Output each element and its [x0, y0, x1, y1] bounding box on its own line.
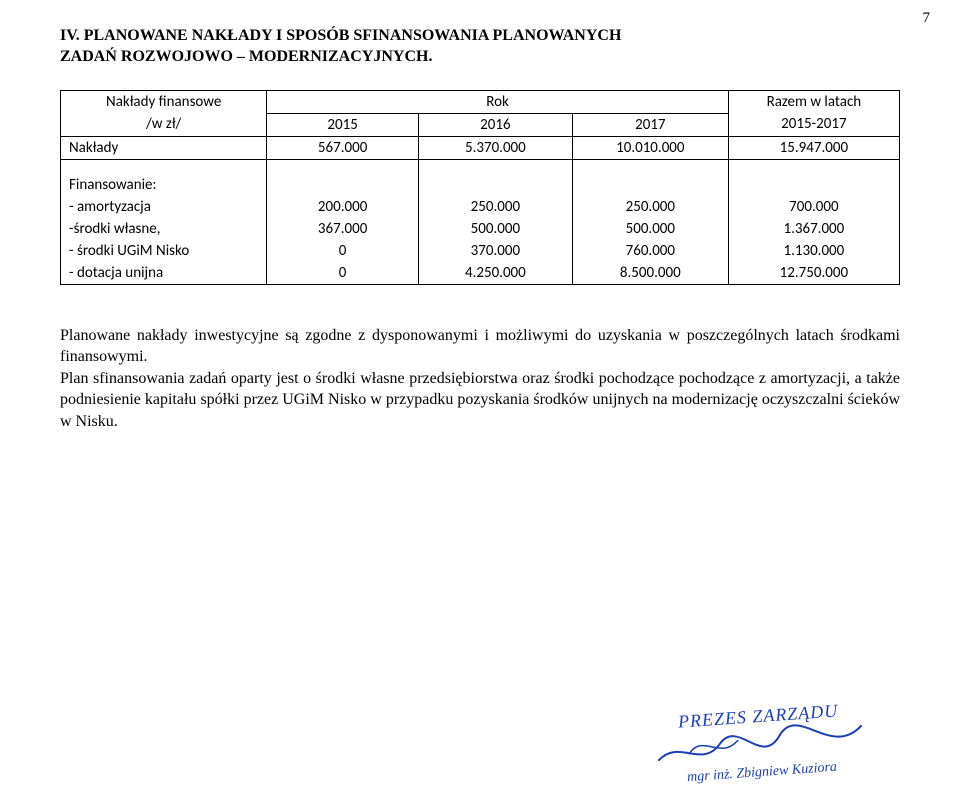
signature-stamp: PREZES ZARZĄDU mgr inż. Zbigniew Kuziora [628, 697, 893, 790]
row-dotacja-2015: 0 [267, 262, 418, 285]
row-ugim-label: - środki UGiM Nisko [61, 240, 267, 262]
page-number: 7 [923, 10, 931, 27]
row-dotacja-sum: 12.750.000 [728, 262, 899, 285]
financial-table: Nakłady finansowe Rok Razem w latach /w … [60, 90, 900, 285]
row-amortyzacja-label: - amortyzacja [61, 196, 267, 218]
row-naklady-sum: 15.947.000 [728, 136, 899, 159]
row-ugim-2016: 370.000 [418, 240, 572, 262]
row-srodki-wlasne-2017: 500.000 [572, 218, 728, 240]
row-amortyzacja-2017: 250.000 [572, 196, 728, 218]
row-naklady-2017: 10.010.000 [572, 136, 728, 159]
row-dotacja-2017: 8.500.000 [572, 262, 728, 285]
year-2016: 2016 [418, 113, 572, 136]
row-ugim-sum: 1.130.000 [728, 240, 899, 262]
row-amortyzacja-sum: 700.000 [728, 196, 899, 218]
row-amortyzacja-2015: 200.000 [267, 196, 418, 218]
table-row: - środki UGiM Nisko 0 370.000 760.000 1.… [61, 240, 900, 262]
section-heading: IV. PLANOWANE NAKŁADY I SPOSÓB SFINANSOW… [60, 26, 900, 68]
col-header-razem: Razem w latach [728, 90, 899, 113]
row-srodki-wlasne-sum: 1.367.000 [728, 218, 899, 240]
row-dotacja-label: - dotacja unijna [61, 262, 267, 285]
col-subheader-wzl: /w zł/ [61, 113, 267, 136]
col-header-naklady: Nakłady finansowe [61, 90, 267, 113]
heading-line-1: IV. PLANOWANE NAKŁADY I SPOSÓB SFINANSOW… [60, 27, 621, 44]
body-paragraph: Planowane nakłady inwestycyjne są zgodne… [60, 325, 900, 433]
table-row: - dotacja unijna 0 4.250.000 8.500.000 1… [61, 262, 900, 285]
heading-line-2: ZADAŃ ROZWOJOWO – MODERNIZACYJNYCH. [60, 48, 432, 65]
year-2015: 2015 [267, 113, 418, 136]
row-srodki-wlasne-2016: 500.000 [418, 218, 572, 240]
row-finansowanie-label: Finansowanie: [61, 174, 267, 196]
col-subheader-range: 2015-2017 [728, 113, 899, 136]
row-srodki-wlasne-label: -środki własne, [61, 218, 267, 240]
row-amortyzacja-2016: 250.000 [418, 196, 572, 218]
year-2017: 2017 [572, 113, 728, 136]
row-srodki-wlasne-2015: 367.000 [267, 218, 418, 240]
row-dotacja-2016: 4.250.000 [418, 262, 572, 285]
table-row: -środki własne, 367.000 500.000 500.000 … [61, 218, 900, 240]
row-naklady-2016: 5.370.000 [418, 136, 572, 159]
row-ugim-2017: 760.000 [572, 240, 728, 262]
row-naklady-label: Nakłady [61, 136, 267, 159]
col-header-rok: Rok [267, 90, 728, 113]
row-ugim-2015: 0 [267, 240, 418, 262]
row-naklady-2015: 567.000 [267, 136, 418, 159]
table-row: - amortyzacja 200.000 250.000 250.000 70… [61, 196, 900, 218]
